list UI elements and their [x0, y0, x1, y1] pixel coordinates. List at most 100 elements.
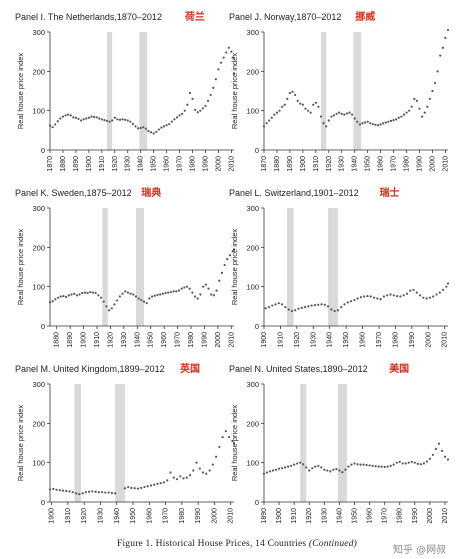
panel-6-point-1974 — [389, 464, 392, 467]
panel-6-point-1938 — [335, 467, 338, 471]
panel-4-point-1935 — [320, 303, 323, 306]
panel-6-point-1960 — [368, 464, 371, 467]
panel-5-ytick-label-300: 300 — [32, 380, 45, 389]
panel-5-xtick-label-1980: 1980 — [179, 508, 186, 524]
panel-1-point-1872 — [51, 126, 54, 129]
panel-4-point-1959 — [359, 296, 363, 299]
panel-1-point-1986 — [199, 109, 202, 112]
panel-2-point-1896 — [296, 99, 299, 102]
panel-3-point-1969 — [175, 290, 178, 293]
panel-5-point-1937 — [110, 491, 113, 495]
panel-5-point-1901 — [52, 487, 55, 491]
panel-1-point-1934 — [131, 122, 135, 126]
panel-1-point-1904 — [92, 115, 96, 119]
panel-6-point-1942 — [341, 471, 344, 474]
panel-2-point-1922 — [330, 115, 333, 118]
panel-1-point-1982 — [194, 108, 197, 111]
panel-2-point-1992 — [420, 115, 424, 118]
panel-6-ytick-label-300: 300 — [246, 380, 259, 389]
panel-4-ytick-label-300: 300 — [246, 204, 259, 213]
panel-2-xtick-label-1940: 1940 — [352, 156, 359, 172]
panel-5-point-1979 — [179, 475, 182, 478]
panel-1-point-1914 — [105, 119, 109, 122]
panel-3-point-1955 — [156, 293, 159, 297]
panel-2-point-1996 — [426, 105, 429, 108]
panel-6-point-1970 — [383, 465, 386, 469]
panel-6-point-1950 — [353, 462, 356, 465]
panel-2-point-1918 — [325, 125, 328, 128]
panel-2-xtick-label-1870: 1870 — [261, 156, 268, 172]
panel-1-xtick-label-1920: 1920 — [112, 156, 119, 172]
panel-4-point-1961 — [363, 295, 366, 298]
panel-6-point-1926 — [317, 464, 320, 467]
panel-4-point-1969 — [376, 297, 379, 300]
panel-5-point-1903 — [55, 488, 58, 491]
panel-2-point-1912 — [317, 105, 320, 108]
panel-5-ytick-label-0: 0 — [41, 498, 45, 507]
panel-1-point-1942 — [142, 126, 145, 129]
panel-1-point-1998 — [214, 78, 217, 81]
panel-2-point-1940 — [353, 117, 356, 120]
panel-3-point-2009 — [228, 254, 232, 257]
panel-5-point-1959 — [146, 485, 149, 488]
panel-2-point-1984 — [410, 105, 413, 108]
panel-6-point-1958 — [365, 463, 368, 467]
panel-2-point-2000 — [431, 89, 434, 93]
panel-5-point-1991 — [198, 467, 201, 470]
panel-2-xtick-label-1930: 1930 — [339, 156, 346, 172]
panel-1-xtick-label-1910: 1910 — [99, 156, 106, 172]
panel-3-point-1877 — [51, 300, 54, 303]
panel-1-xtick-label-1960: 1960 — [164, 156, 171, 172]
panel-6-point-1968 — [380, 465, 383, 468]
panel-3-point-1937 — [132, 293, 135, 296]
panel-6-point-1896 — [271, 469, 275, 472]
panel-5-point-1983 — [185, 476, 188, 479]
panel-4-point-1939 — [326, 305, 330, 308]
panel-4-point-1943 — [333, 309, 336, 313]
panel-3-point-1909 — [94, 291, 97, 295]
panel-3-point-1961 — [164, 291, 167, 295]
panel-6-xtick-label-1930: 1930 — [321, 508, 328, 524]
panel-4-point-1927 — [307, 305, 310, 308]
panel-6-point-1978 — [395, 461, 398, 464]
panel-1-point-2010 — [230, 50, 233, 53]
panel-2-point-1898 — [299, 102, 302, 105]
panel-3-point-2007 — [226, 258, 229, 261]
panel-3-point-1875 — [48, 301, 52, 304]
panel-3-point-1995 — [210, 293, 213, 296]
panel-6-point-1994 — [419, 463, 422, 466]
panel-5-point-2005 — [221, 436, 224, 439]
panel-5-point-1969 — [162, 481, 166, 484]
panel-3-ytick-label-300: 300 — [32, 204, 45, 213]
panel-6-point-2008 — [440, 449, 444, 452]
panel-3-point-1911 — [97, 294, 100, 297]
panel-5-xtick-label-1940: 1940 — [114, 508, 121, 524]
panel-6-point-1976 — [392, 463, 395, 466]
panel-5-point-1923 — [87, 490, 91, 493]
panel-6-point-1984 — [404, 462, 407, 465]
panel-2-point-1880 — [275, 111, 279, 114]
panel-3-point-1923 — [113, 303, 116, 306]
panel-5-point-1949 — [130, 486, 133, 489]
panel-4-xtick-label-1950: 1950 — [343, 332, 350, 348]
panel-3-point-1977 — [185, 285, 189, 288]
panel-6-point-1894 — [268, 470, 272, 473]
panel-6-point-1902 — [280, 467, 284, 470]
panel-2-xtick-label-1980: 1980 — [404, 156, 411, 172]
panel-3-point-1997 — [212, 294, 215, 297]
panel-1-point-1970 — [178, 114, 181, 117]
panel-6-point-1940 — [338, 469, 341, 472]
panel-3-point-1913 — [99, 296, 103, 299]
panel-6-xtick-label-1980: 1980 — [397, 508, 404, 524]
panel-3-point-1993 — [207, 287, 210, 290]
panel-2-xtick-label-1920: 1920 — [326, 156, 333, 172]
panel-2-point-1954 — [371, 122, 374, 126]
panel-2-point-1890 — [288, 91, 292, 95]
panel-1-xtick-label-1970: 1970 — [177, 156, 184, 172]
panel-3-point-1933 — [126, 291, 129, 294]
panel-1-ytick-label-200: 200 — [32, 67, 45, 76]
panel-3-point-1935 — [129, 292, 132, 295]
panel-2-xtick-label-1990: 1990 — [416, 156, 423, 172]
panel-3-xtick-label-1990: 1990 — [201, 332, 208, 348]
